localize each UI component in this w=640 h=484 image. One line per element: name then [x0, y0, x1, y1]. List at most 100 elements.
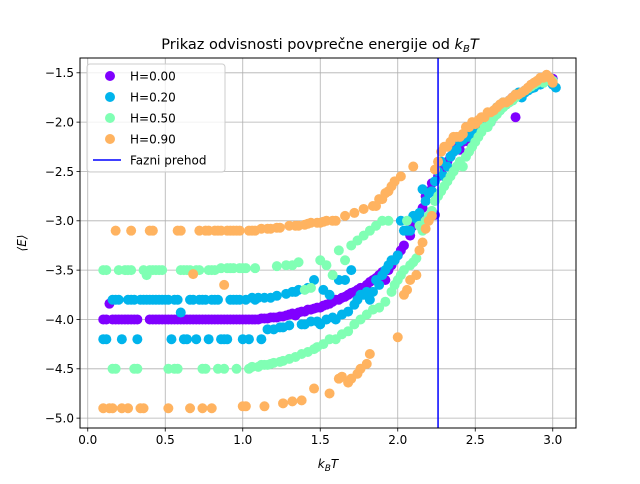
- data-point: [278, 398, 289, 409]
- series-h-0-90: [98, 69, 558, 414]
- data-point: [243, 334, 254, 345]
- data-point: [358, 203, 369, 214]
- data-point: [234, 225, 245, 236]
- data-point: [364, 294, 375, 305]
- data-series: [98, 69, 561, 414]
- data-point: [411, 253, 422, 264]
- legend-label-phase-transition: Fazni prehod: [130, 154, 206, 168]
- x-axis-ticks: 0.0 0.5 1.0 1.5 2.0 2.5 3.0: [78, 428, 562, 447]
- data-point: [417, 237, 428, 248]
- data-point: [340, 255, 351, 266]
- data-point: [126, 225, 137, 236]
- data-point: [132, 334, 143, 345]
- data-point: [219, 279, 230, 290]
- data-point: [274, 222, 285, 233]
- data-point: [132, 363, 143, 374]
- chart-title: Prikaz odvisnosti povprečne energije od …: [161, 37, 480, 55]
- data-point: [340, 275, 351, 285]
- data-point: [333, 245, 344, 256]
- y-axis-ticks: −5.0 −4.5 −4.0 −3.5 −3.0 −2.5 −2.0 −1.5: [45, 66, 80, 425]
- x-tick-label: 2.5: [466, 433, 485, 447]
- data-point: [408, 161, 419, 172]
- x-tick-label: 2.0: [388, 433, 407, 447]
- data-point: [231, 363, 242, 374]
- data-point: [101, 265, 112, 276]
- data-point: [250, 263, 261, 274]
- legend-marker-h050: [105, 113, 115, 123]
- data-point: [374, 279, 385, 290]
- data-point: [126, 265, 137, 276]
- data-point: [132, 314, 143, 325]
- data-point: [203, 334, 214, 345]
- data-point: [284, 320, 295, 331]
- data-point: [271, 290, 282, 301]
- data-point: [343, 326, 354, 337]
- data-point: [188, 269, 199, 280]
- y-tick-label: −5.0: [45, 411, 74, 425]
- y-tick-label: −3.5: [45, 263, 74, 277]
- data-point: [340, 210, 351, 221]
- data-point: [163, 403, 174, 414]
- data-point: [191, 334, 202, 345]
- data-point: [364, 349, 375, 359]
- legend-label-h020: H=0.20: [130, 91, 176, 105]
- data-point: [107, 403, 118, 414]
- data-point: [374, 302, 385, 313]
- data-point: [181, 334, 192, 345]
- data-point: [157, 265, 168, 276]
- y-tick-label: −4.5: [45, 362, 74, 376]
- legend-box: [86, 63, 226, 173]
- data-point: [259, 401, 270, 412]
- data-point: [451, 144, 462, 155]
- y-tick-label: −1.5: [45, 66, 74, 80]
- data-point: [336, 371, 347, 382]
- data-point: [147, 225, 158, 236]
- data-point: [420, 223, 431, 234]
- x-axis-label: kBT: [318, 457, 340, 474]
- data-point: [383, 215, 394, 226]
- data-point: [200, 363, 211, 374]
- x-tick-label: 1.5: [311, 433, 330, 447]
- y-tick-label: −3.0: [45, 214, 74, 228]
- data-point: [185, 403, 196, 414]
- data-point: [240, 401, 251, 412]
- data-point: [101, 334, 112, 345]
- data-point: [411, 270, 422, 281]
- data-point: [457, 161, 468, 172]
- data-point: [240, 263, 251, 274]
- data-point: [402, 284, 413, 295]
- data-point: [293, 257, 304, 268]
- data-point: [222, 334, 233, 345]
- x-tick-label: 0.0: [78, 433, 97, 447]
- y-axis-label: ⟨E⟩: [15, 235, 29, 252]
- legend-marker-h000: [105, 71, 115, 81]
- data-point: [510, 112, 521, 123]
- data-point: [219, 363, 230, 374]
- data-point: [197, 403, 208, 414]
- x-tick-label: 1.0: [233, 433, 252, 447]
- data-point: [398, 240, 409, 251]
- data-point: [175, 225, 186, 236]
- data-point: [206, 403, 217, 414]
- y-tick-label: −2.5: [45, 165, 74, 179]
- data-point: [402, 215, 413, 226]
- data-point: [343, 306, 354, 317]
- data-point: [380, 296, 391, 307]
- data-point: [361, 358, 372, 369]
- data-point: [420, 196, 431, 207]
- data-point: [287, 396, 298, 407]
- data-point: [172, 363, 183, 374]
- data-point: [547, 77, 558, 88]
- x-tick-label: 3.0: [543, 433, 562, 447]
- data-point: [324, 289, 335, 300]
- x-tick-label: 0.5: [156, 433, 175, 447]
- plot-frame: [79, 57, 577, 429]
- data-point: [349, 207, 360, 218]
- data-point: [166, 334, 177, 345]
- data-point: [305, 282, 316, 293]
- data-point: [123, 403, 134, 414]
- data-point: [309, 383, 320, 394]
- data-point: [346, 265, 357, 276]
